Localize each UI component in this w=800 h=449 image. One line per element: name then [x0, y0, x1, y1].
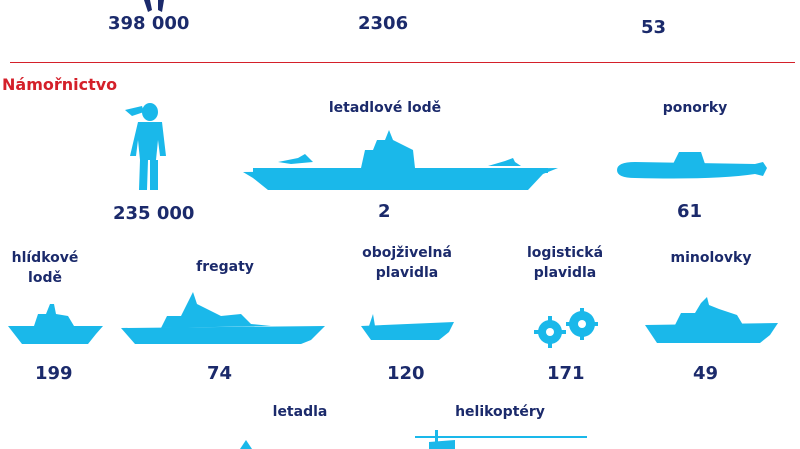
helicopter-label: helikoptéry [455, 404, 545, 420]
logistics-value: 171 [547, 363, 585, 384]
amphibious-label: obojživelná plavidla [362, 245, 452, 281]
patrol-value: 199 [35, 363, 73, 384]
partial-top-icon [144, 0, 164, 12]
submarine-icon [617, 152, 767, 179]
submarine-label: ponorky [662, 100, 728, 116]
submarine-value: 61 [677, 201, 703, 222]
frigate-value: 74 [207, 363, 233, 384]
helicopter-icon [415, 430, 587, 449]
carrier-label: letadlové lodě [328, 100, 442, 116]
minesweeper-label: minolovky [670, 250, 752, 266]
patrol-label: hlídkové lodě [11, 250, 79, 286]
carrier-value: 2 [378, 201, 391, 222]
sailor-icon [125, 103, 166, 190]
minesweeper-icon [645, 297, 778, 343]
minesweeper-value: 49 [693, 363, 719, 384]
amphibious-vessel-icon [361, 314, 454, 340]
amphibious-value: 120 [387, 363, 425, 384]
frigate-label: fregaty [196, 259, 254, 275]
section-title-navy: Námořnictvo [2, 75, 118, 94]
top-number-aircraft: 2306 [358, 13, 409, 34]
logistics-label: logistická plavidla [526, 245, 604, 281]
personnel-value: 235 000 [113, 203, 195, 224]
top-number-personnel: 398 000 [108, 13, 190, 34]
frigate-icon [121, 292, 325, 344]
aircraft-carrier-icon [243, 130, 558, 190]
gears-icon [534, 308, 598, 348]
patrol-ship-icon [8, 304, 103, 344]
top-number-ships: 53 [641, 17, 667, 38]
aircraft-label: letadla [272, 404, 328, 420]
aircraft-icon [240, 440, 252, 449]
section-divider [10, 62, 795, 63]
